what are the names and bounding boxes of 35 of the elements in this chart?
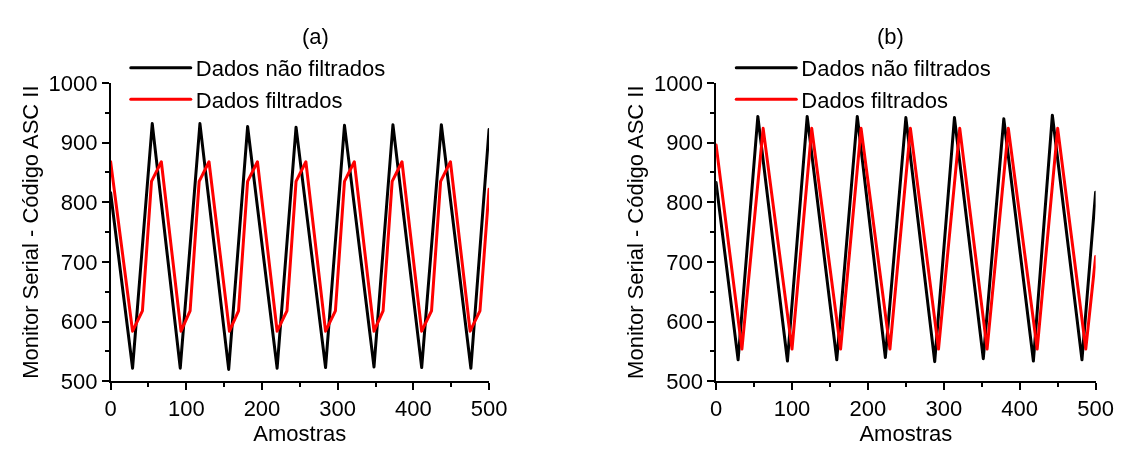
x-tick-label: 0 [709,396,723,422]
x-axis-title: Amostras [859,421,953,447]
y-tick-label: 600 [666,309,703,335]
y-axis-title: Monitor Serial - Código ASC II [623,85,649,379]
x-tick-label: 400 [395,396,432,422]
y-tick-label: 900 [60,130,98,156]
legend-label: Dados filtrados [801,87,949,113]
x-tick-label: 100 [773,396,811,422]
y-tick-label: 800 [60,190,98,216]
y-tick-label: 800 [666,190,703,216]
y-tick-label: 500 [60,369,98,395]
y-tick-label: 700 [666,249,703,275]
x-tick-label: 200 [243,396,281,422]
y-tick-label: 1000 [48,70,98,96]
y-tick-label: 700 [60,249,98,275]
legend-label: Dados não filtrados [195,56,386,82]
y-axis-title: Monitor Serial - Código ASC II [17,85,43,379]
y-tick-label: 1000 [653,70,703,96]
x-tick-label: 300 [925,396,963,422]
x-tick-label: 400 [1001,396,1039,422]
legend-label: Dados filtrados [195,87,343,113]
line-series [110,160,490,333]
x-tick-label: 0 [104,396,117,422]
x-tick-label: 500 [1077,396,1114,422]
y-tick-label: 500 [666,369,703,395]
y-tick-label: 600 [60,309,98,335]
legend-label: Dados não filtrados [801,56,991,82]
chart-title: (a) [302,24,329,49]
x-tick-label: 100 [167,396,205,422]
y-tick-label: 900 [666,130,703,156]
x-tick-label: 300 [319,396,357,422]
chart-title: (b) [877,24,904,49]
x-tick-label: 200 [849,396,887,422]
x-tick-label: 500 [470,396,508,422]
x-axis-title: Amostras [253,421,347,447]
